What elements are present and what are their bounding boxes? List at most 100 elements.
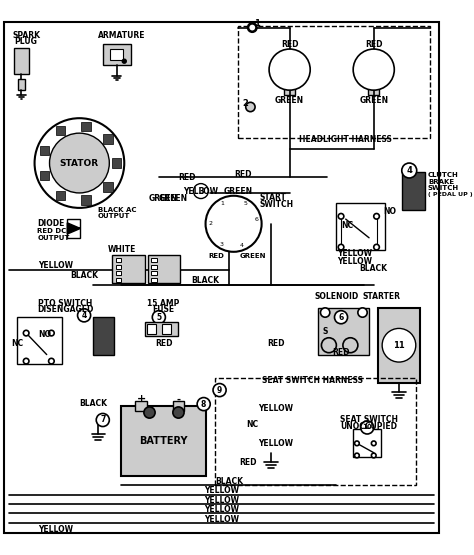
Text: NC: NC: [341, 221, 353, 230]
Text: NO: NO: [38, 330, 51, 339]
Bar: [151, 265, 157, 269]
Bar: [121, 406, 206, 476]
FancyBboxPatch shape: [103, 134, 113, 144]
Circle shape: [173, 407, 184, 418]
Circle shape: [152, 311, 165, 324]
Circle shape: [374, 214, 379, 219]
Bar: [238, 26, 430, 138]
Text: 5: 5: [243, 201, 247, 206]
Text: +: +: [137, 395, 146, 405]
Text: 1: 1: [220, 201, 224, 206]
Text: YELLOW: YELLOW: [183, 186, 219, 195]
Text: 6: 6: [255, 217, 258, 222]
Bar: [116, 271, 121, 275]
Bar: [162, 324, 171, 334]
Text: YELLOW: YELLOW: [337, 256, 373, 266]
Circle shape: [372, 453, 376, 458]
Circle shape: [343, 338, 358, 353]
Text: BLACK: BLACK: [80, 398, 108, 408]
Text: S: S: [322, 327, 328, 336]
FancyBboxPatch shape: [112, 158, 121, 168]
Bar: [116, 258, 121, 262]
Text: BATTERY: BATTERY: [139, 436, 188, 446]
Text: RED: RED: [267, 339, 284, 348]
Text: 4: 4: [82, 311, 87, 320]
Bar: [353, 430, 381, 457]
Text: 4: 4: [239, 243, 244, 248]
Circle shape: [402, 163, 417, 178]
Bar: [147, 255, 180, 282]
Bar: [17, 317, 62, 364]
Text: 6: 6: [338, 312, 344, 322]
Text: NC: NC: [11, 339, 23, 348]
Bar: [146, 324, 156, 334]
Circle shape: [23, 330, 29, 336]
Text: 11: 11: [393, 341, 405, 350]
FancyBboxPatch shape: [56, 191, 65, 200]
Text: DIODE: DIODE: [37, 219, 65, 228]
Text: STATOR: STATOR: [60, 159, 99, 168]
Circle shape: [23, 359, 29, 364]
Text: BLACK: BLACK: [215, 477, 243, 486]
Bar: [378, 308, 420, 382]
Bar: [18, 79, 25, 90]
Text: BLACK: BLACK: [360, 264, 388, 273]
Text: 7: 7: [100, 416, 106, 425]
Text: YELLOW: YELLOW: [38, 525, 73, 534]
Text: RED: RED: [239, 457, 256, 467]
Text: 1: 1: [254, 19, 260, 28]
Circle shape: [213, 384, 226, 397]
Text: GREEN: GREEN: [240, 254, 266, 260]
Text: SEAT SWITCH: SEAT SWITCH: [340, 416, 398, 425]
Circle shape: [320, 308, 330, 317]
Text: RED: RED: [234, 170, 252, 179]
FancyBboxPatch shape: [81, 122, 91, 131]
Bar: [151, 271, 157, 275]
Text: YELLOW: YELLOW: [258, 404, 293, 413]
Text: YELLOW: YELLOW: [337, 249, 373, 258]
Text: YELLOW: YELLOW: [38, 261, 73, 270]
Text: FUSE: FUSE: [153, 305, 174, 314]
Text: SPARK: SPARK: [12, 31, 40, 39]
Text: OUTPUT: OUTPUT: [98, 213, 130, 219]
Text: NO: NO: [383, 207, 396, 216]
Text: SEAT SWITCH HARNESS: SEAT SWITCH HARNESS: [262, 376, 363, 385]
Text: GREEN: GREEN: [149, 194, 178, 203]
Circle shape: [246, 102, 255, 112]
Text: ( PEDAL UP ): ( PEDAL UP ): [428, 193, 473, 198]
Text: ARMATURE: ARMATURE: [98, 31, 145, 39]
Text: SOLENOID: SOLENOID: [314, 292, 358, 301]
Bar: [136, 401, 146, 411]
Circle shape: [372, 441, 376, 446]
Circle shape: [361, 421, 374, 434]
Bar: [93, 317, 114, 355]
Bar: [67, 219, 81, 238]
Text: UNOCCUPIED: UNOCCUPIED: [340, 422, 398, 431]
Text: RED: RED: [209, 254, 224, 260]
Bar: [318, 308, 369, 355]
Text: RED: RED: [365, 40, 383, 49]
Text: 3: 3: [198, 186, 204, 195]
Circle shape: [338, 244, 344, 250]
Text: YELLOW: YELLOW: [258, 439, 293, 448]
Bar: [173, 401, 184, 411]
Text: 5: 5: [156, 312, 162, 322]
Bar: [151, 278, 157, 282]
Text: SWITCH: SWITCH: [428, 185, 459, 191]
Text: -: -: [176, 395, 181, 405]
Text: BLACK: BLACK: [70, 271, 98, 280]
Text: YELLOW: YELLOW: [204, 514, 239, 523]
Circle shape: [197, 397, 210, 411]
Bar: [284, 84, 295, 95]
Circle shape: [374, 244, 379, 250]
Text: 10: 10: [362, 425, 372, 431]
Text: 4: 4: [406, 166, 412, 175]
Circle shape: [206, 196, 262, 252]
Circle shape: [96, 413, 109, 427]
Bar: [103, 44, 131, 65]
Bar: [337, 203, 385, 250]
Text: SWITCH: SWITCH: [260, 200, 294, 209]
Text: BRAKE: BRAKE: [428, 179, 454, 185]
Text: GREEN: GREEN: [359, 96, 388, 105]
Bar: [116, 265, 121, 269]
